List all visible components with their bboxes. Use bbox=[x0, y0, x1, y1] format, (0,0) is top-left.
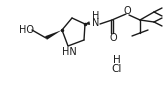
Text: HO: HO bbox=[19, 25, 33, 35]
Text: O: O bbox=[109, 33, 117, 43]
Polygon shape bbox=[45, 30, 62, 40]
Text: N: N bbox=[92, 18, 100, 28]
Text: H: H bbox=[92, 11, 100, 21]
Text: HN: HN bbox=[62, 47, 76, 57]
Text: O: O bbox=[123, 6, 131, 16]
Text: H: H bbox=[113, 55, 121, 65]
Text: Cl: Cl bbox=[112, 64, 122, 74]
